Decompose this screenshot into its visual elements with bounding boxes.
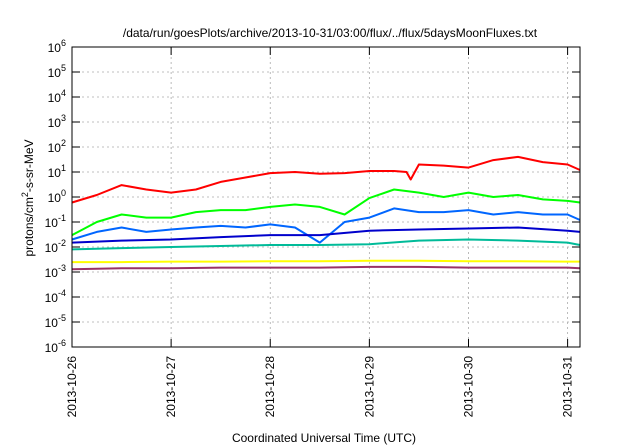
y-tick-base: 10 — [45, 316, 59, 330]
y-tick-label: 10-2 — [45, 238, 66, 255]
series-line-3 — [71, 207, 581, 244]
y-axis-label-rest: -s-sr-MeV — [22, 139, 36, 192]
y-tick-exp: -5 — [58, 313, 66, 323]
y-tick-exp: 1 — [61, 163, 66, 173]
series-line-7 — [71, 265, 581, 271]
x-tick-labels: 2013-10-26 2013-10-27 2013-10-28 2013-10-29… — [65, 356, 575, 418]
y-tick-exp: -3 — [58, 263, 66, 273]
y-tick-exp: -2 — [58, 238, 66, 248]
chart-title: /data/run/goesPlots/archive/2013-10-31/0… — [123, 26, 538, 40]
series-line-6 — [72, 259, 580, 264]
y-tick-exp: -1 — [58, 213, 66, 223]
y-tick-base: 10 — [48, 66, 62, 80]
y-tick-base: 10 — [48, 191, 62, 205]
y-tick-base: 10 — [48, 141, 62, 155]
y-tick-base: 10 — [45, 241, 59, 255]
y-tick-base: 10 — [48, 116, 62, 130]
y-tick-label: 10-4 — [45, 288, 66, 305]
y-tick-label: 10-5 — [45, 313, 66, 330]
y-tick-base: 10 — [45, 341, 59, 355]
series-group — [71, 155, 581, 271]
y-tick-exp: 2 — [61, 138, 66, 148]
y-tick-base: 10 — [48, 41, 62, 55]
y-tick-exp: -6 — [58, 338, 66, 348]
x-tick-label: 2013-10-28 — [263, 356, 277, 418]
y-tick-label: 101 — [48, 163, 66, 180]
y-tick-exp: 0 — [61, 188, 66, 198]
y-tick-label: 10-1 — [45, 213, 66, 230]
y-tick-label: 106 — [48, 38, 66, 55]
y-tick-label: 103 — [48, 113, 66, 130]
y-tick-labels: 10-610-510-410-310-210-11001011021031041… — [45, 38, 66, 355]
y-tick-exp: 4 — [61, 88, 66, 98]
y-tick-exp: 3 — [61, 113, 66, 123]
y-tick-exp: 5 — [61, 63, 66, 73]
y-tick-base: 10 — [48, 166, 62, 180]
y-tick-label: 10-3 — [45, 263, 66, 280]
series-line-5 — [71, 238, 581, 251]
series-line-4 — [71, 226, 581, 244]
x-tick-label: 2013-10-29 — [362, 356, 376, 418]
x-tick-label: 2013-10-27 — [164, 356, 178, 418]
y-axis-label: protons/cm2-s-sr-MeV — [20, 139, 36, 256]
y-tick-base: 10 — [45, 291, 59, 305]
plot-frame — [71, 46, 581, 348]
y-tick-label: 104 — [48, 88, 66, 105]
y-tick-base: 10 — [45, 216, 59, 230]
y-tick-label: 10-6 — [45, 338, 66, 355]
x-tick-label: 2013-10-31 — [561, 356, 575, 418]
y-tick-label: 100 — [48, 188, 66, 205]
y-tick-base: 10 — [45, 266, 59, 280]
y-tick-base: 10 — [48, 91, 62, 105]
y-tick-label: 105 — [48, 63, 66, 80]
y-tick-exp: -4 — [58, 288, 66, 298]
series-line-2 — [71, 188, 581, 236]
y-axis-label-sup: 2 — [20, 192, 30, 197]
series-line-1 — [71, 155, 581, 204]
y-tick-exp: 6 — [61, 38, 66, 48]
x-tick-label: 2013-10-30 — [461, 356, 475, 418]
y-tick-label: 102 — [48, 138, 66, 155]
x-tick-label: 2013-10-26 — [65, 356, 79, 418]
x-axis-label: Coordinated Universal Time (UTC) — [232, 431, 416, 445]
y-axis-label-base: protons/cm — [22, 197, 36, 256]
